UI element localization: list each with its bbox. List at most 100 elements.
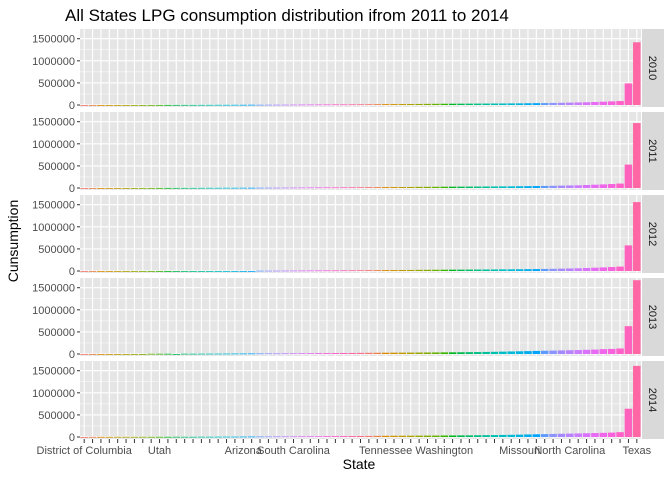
bar bbox=[97, 354, 105, 355]
bar bbox=[415, 103, 423, 106]
bar bbox=[448, 103, 457, 106]
bar bbox=[507, 103, 515, 106]
bar bbox=[365, 435, 373, 438]
bar bbox=[432, 103, 440, 106]
bar bbox=[415, 352, 423, 355]
y-tick-label: 0 bbox=[69, 349, 75, 361]
bar bbox=[499, 186, 507, 189]
bar bbox=[348, 270, 356, 272]
bar bbox=[540, 434, 549, 438]
bar bbox=[390, 435, 398, 438]
bar bbox=[599, 101, 608, 106]
bar bbox=[164, 104, 172, 106]
bar bbox=[582, 268, 591, 272]
bar bbox=[591, 102, 599, 106]
bar bbox=[247, 271, 256, 272]
bar bbox=[457, 269, 465, 272]
bar bbox=[406, 186, 415, 189]
bar bbox=[339, 270, 348, 272]
bar bbox=[231, 436, 239, 438]
bar bbox=[633, 42, 641, 106]
bar bbox=[557, 185, 566, 189]
bar bbox=[339, 104, 348, 106]
bar bbox=[80, 188, 88, 189]
bar bbox=[189, 271, 197, 272]
bar bbox=[515, 186, 524, 189]
bar bbox=[381, 352, 390, 355]
bar bbox=[180, 187, 189, 189]
bar bbox=[214, 104, 222, 106]
bar bbox=[88, 354, 97, 355]
bar bbox=[365, 187, 373, 189]
bar bbox=[331, 353, 340, 355]
bar bbox=[247, 104, 256, 106]
bar bbox=[88, 271, 97, 272]
bar bbox=[607, 101, 616, 106]
bar bbox=[432, 435, 440, 438]
bar bbox=[482, 435, 490, 438]
bar bbox=[432, 352, 440, 355]
y-axis-title: Cunsumption bbox=[5, 200, 21, 283]
bar bbox=[633, 365, 641, 438]
bar bbox=[373, 104, 382, 106]
bar bbox=[540, 103, 549, 106]
bar bbox=[197, 353, 206, 355]
bar bbox=[164, 187, 172, 189]
bar bbox=[197, 104, 206, 106]
bar bbox=[591, 433, 599, 438]
bar bbox=[398, 352, 407, 355]
bar bbox=[457, 186, 465, 189]
bar bbox=[381, 104, 390, 106]
bar bbox=[239, 353, 248, 355]
x-tick-label: Tennessee bbox=[359, 445, 412, 457]
bar bbox=[130, 354, 139, 355]
bar bbox=[532, 269, 541, 272]
bar bbox=[507, 269, 515, 272]
bar bbox=[549, 433, 557, 438]
bar bbox=[323, 270, 331, 272]
bar bbox=[482, 269, 490, 272]
bar bbox=[607, 267, 616, 272]
bar bbox=[206, 187, 214, 189]
bar bbox=[231, 353, 239, 355]
bar bbox=[524, 434, 532, 438]
bar bbox=[222, 271, 231, 272]
bar bbox=[549, 102, 557, 106]
bar bbox=[465, 352, 474, 355]
bar bbox=[298, 353, 306, 355]
bar bbox=[239, 271, 248, 272]
bar bbox=[465, 269, 474, 272]
facet-panel-2013: 0 500000 1000000 1500000 2013 bbox=[32, 278, 664, 361]
bar bbox=[557, 268, 566, 272]
bar bbox=[256, 270, 264, 272]
bar bbox=[499, 103, 507, 106]
bar bbox=[390, 270, 398, 272]
bar bbox=[147, 271, 155, 272]
bar bbox=[197, 187, 206, 189]
facet-panel-2014: 0 500000 1000000 1500000 2014 bbox=[32, 361, 664, 444]
bar bbox=[264, 353, 273, 355]
bar bbox=[281, 104, 289, 106]
bar bbox=[273, 353, 281, 355]
bar bbox=[273, 104, 281, 106]
bar bbox=[247, 353, 256, 355]
bar bbox=[306, 353, 315, 355]
bar bbox=[180, 271, 189, 272]
x-tick-label: Arizona bbox=[225, 445, 263, 457]
bar bbox=[147, 187, 155, 189]
bar bbox=[624, 83, 633, 106]
bar bbox=[490, 186, 499, 189]
bar bbox=[139, 436, 147, 438]
x-tick-label: South Carolina bbox=[257, 445, 331, 457]
bar bbox=[616, 266, 624, 272]
bar bbox=[616, 101, 624, 106]
bar bbox=[88, 436, 97, 438]
bar bbox=[390, 352, 398, 355]
bar bbox=[490, 351, 499, 355]
bar bbox=[624, 408, 633, 438]
bar bbox=[306, 104, 315, 106]
bar bbox=[532, 434, 541, 438]
bar bbox=[356, 104, 365, 106]
bar bbox=[113, 354, 122, 355]
bar bbox=[574, 102, 582, 106]
